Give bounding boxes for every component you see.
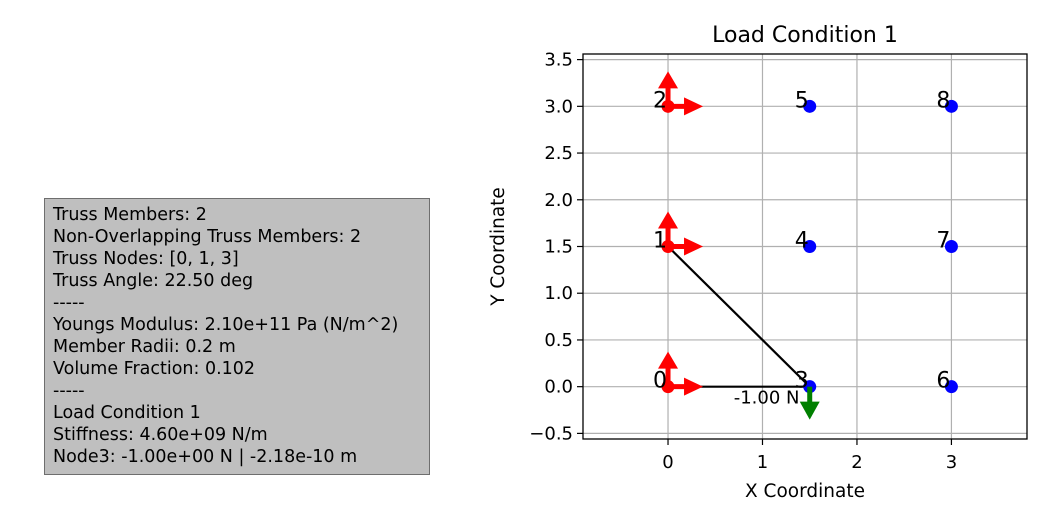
- info-line: Node3: -1.00e+00 N | -2.18e-10 m: [53, 447, 358, 467]
- y-axis-label: Y Coordinate: [488, 187, 509, 307]
- info-line: -----: [53, 381, 85, 401]
- y-tick-label: 0.0: [544, 377, 573, 398]
- x-tick-label: 0: [662, 452, 673, 473]
- node-label: 5: [795, 88, 809, 113]
- y-tick-label: 2.0: [544, 190, 573, 211]
- node-label: 4: [795, 229, 809, 254]
- info-line: Truss Nodes: [0, 1, 3]: [53, 249, 239, 269]
- support-arrow-up-head: [658, 351, 679, 369]
- node-label: 1: [653, 229, 667, 254]
- truss-member: [667, 245, 811, 388]
- info-line: Youngs Modulus: 2.10e+11 Pa (N/m^2): [53, 315, 399, 335]
- y-tick-label: 0.5: [544, 330, 573, 351]
- info-line: Member Radii: 0.2 m: [53, 337, 236, 357]
- node-label: 3: [795, 369, 809, 394]
- node-label: 7: [936, 229, 950, 254]
- info-line: -----: [53, 293, 85, 313]
- y-tick-label: 2.5: [544, 143, 573, 164]
- node-point: [944, 380, 958, 394]
- support-arrow-right-head: [684, 237, 704, 256]
- node-label: 8: [936, 88, 950, 113]
- support-arrow-up-head: [658, 71, 679, 89]
- info-line: Truss Angle: 22.50 deg: [53, 271, 254, 291]
- y-tick-label: 3.0: [544, 96, 573, 117]
- node-point: [944, 99, 958, 113]
- node-point: [803, 99, 817, 113]
- info-line: Truss Members: 2: [53, 205, 207, 225]
- info-panel: Truss Members: 2 Non-Overlapping Truss Me…: [44, 198, 430, 475]
- info-line: Stiffness: 4.60e+09 N/m: [53, 425, 268, 445]
- x-axis-label: X Coordinate: [745, 481, 865, 502]
- node-point: [803, 240, 817, 253]
- node-label: 0: [653, 369, 667, 394]
- node-label: 6: [936, 369, 950, 394]
- y-tick-label: 3.5: [544, 50, 573, 71]
- x-tick-label: 2: [851, 452, 862, 473]
- node-label: 2: [653, 88, 667, 113]
- load-arrow-head: [799, 401, 820, 420]
- y-tick-label: −0.5: [529, 423, 573, 444]
- support-arrow-right-head: [684, 97, 704, 116]
- info-line: Volume Fraction: 0.102: [53, 359, 256, 379]
- x-tick-label: 3: [946, 452, 957, 473]
- info-line: Non-Overlapping Truss Members: 2: [53, 227, 362, 247]
- y-tick-label: 1.0: [544, 283, 573, 304]
- info-line: Load Condition 1: [53, 403, 201, 423]
- x-tick-label: 1: [757, 452, 768, 473]
- load-label: -1.00 N: [734, 388, 800, 409]
- y-tick-label: 1.5: [544, 237, 573, 258]
- support-arrow-up-head: [658, 211, 679, 229]
- chart-title: Load Condition 1: [712, 23, 898, 48]
- node-point: [944, 240, 958, 253]
- support-arrow-right-head: [684, 377, 704, 396]
